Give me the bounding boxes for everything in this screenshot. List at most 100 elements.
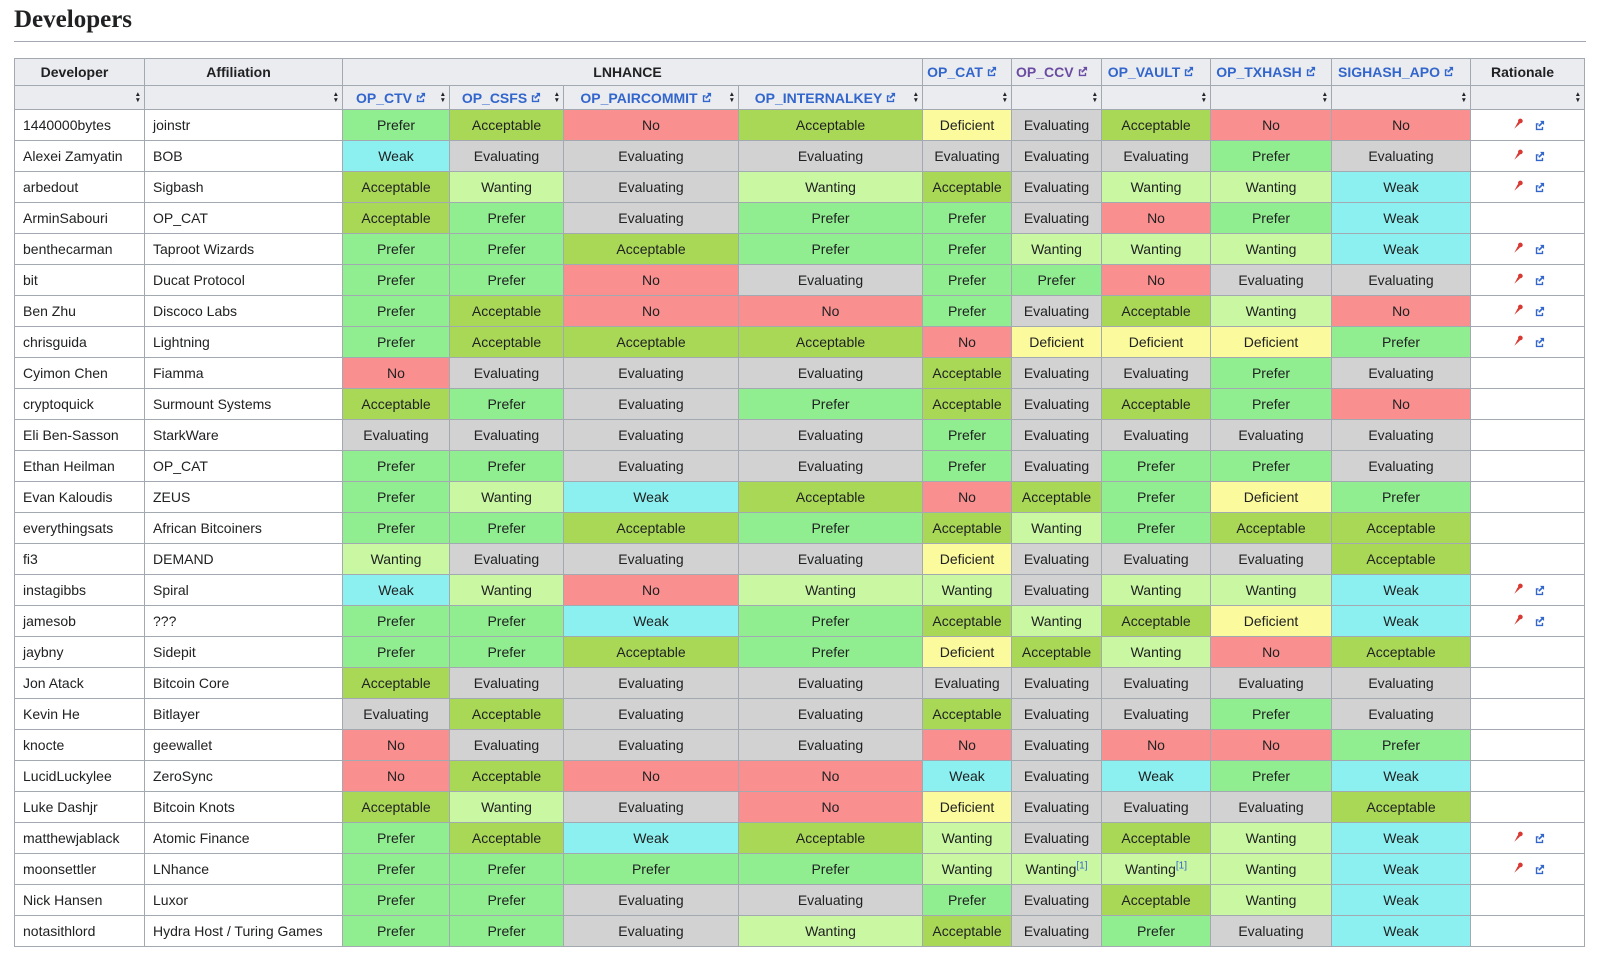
rationale-external-link[interactable] bbox=[1531, 149, 1545, 165]
sort-header-developer[interactable] bbox=[14, 85, 145, 110]
status-cell-op_internalkey: No bbox=[737, 791, 924, 823]
pin-link[interactable] bbox=[1511, 335, 1525, 351]
status-cell-op_paircommit: Evaluating bbox=[563, 698, 739, 730]
status-cell-op_txhash: Wanting bbox=[1210, 574, 1333, 606]
status-cell-op_vault: Wanting[1] bbox=[1101, 853, 1212, 885]
sort-header-affiliation[interactable] bbox=[144, 85, 343, 110]
rationale-external-link[interactable] bbox=[1531, 304, 1545, 320]
footnote-link[interactable]: [1] bbox=[1175, 860, 1187, 872]
status-cell-op_cat: Deficient bbox=[922, 791, 1013, 823]
status-cell-op_vault: Acceptable bbox=[1101, 884, 1212, 916]
status-cell-op_ctv: Prefer bbox=[342, 512, 450, 544]
developer-cell: everythingsats bbox=[14, 512, 145, 544]
sort-header-op_vault[interactable] bbox=[1101, 85, 1212, 110]
pin-link[interactable] bbox=[1511, 118, 1525, 134]
status-cell-sighash_apo: No bbox=[1331, 109, 1472, 141]
status-cell-op_csfs: Evaluating bbox=[449, 140, 564, 172]
sort-icon bbox=[1575, 92, 1581, 104]
op_internalkey-link[interactable]: OP_INTERNALKEY bbox=[755, 90, 897, 106]
rationale-external-link[interactable] bbox=[1531, 242, 1545, 258]
op_ctv-link[interactable]: OP_CTV bbox=[356, 90, 426, 106]
table-row: LucidLuckylee ZeroSync No Acceptable No No Wea… bbox=[14, 760, 1586, 792]
pin-link[interactable] bbox=[1511, 180, 1525, 196]
status-cell-op_vault: Prefer bbox=[1101, 450, 1212, 482]
developer-cell: Nick Hansen bbox=[14, 884, 145, 916]
pin-link[interactable] bbox=[1511, 583, 1525, 599]
pin-link[interactable] bbox=[1511, 614, 1525, 630]
status-cell-op_paircommit: Weak bbox=[563, 605, 739, 637]
pin-link[interactable] bbox=[1511, 242, 1525, 258]
sort-header-op_ctv[interactable]: OP_CTV bbox=[342, 85, 450, 110]
rationale-external-link[interactable] bbox=[1531, 273, 1545, 289]
status-cell-op_ccv: Evaluating bbox=[1011, 791, 1103, 823]
status-cell-op_paircommit: Evaluating bbox=[563, 419, 739, 451]
status-cell-op_ccv: Evaluating bbox=[1011, 760, 1103, 792]
rationale-external-link[interactable] bbox=[1531, 118, 1545, 134]
rationale-external-link[interactable] bbox=[1531, 335, 1545, 351]
status-cell-op_ctv: Acceptable bbox=[342, 171, 450, 203]
pin-link[interactable] bbox=[1511, 304, 1525, 320]
table-row: Nick Hansen Luxor Prefer Prefer Evaluating Ev… bbox=[14, 884, 1586, 916]
sort-header-op_txhash[interactable] bbox=[1210, 85, 1333, 110]
pin-link[interactable] bbox=[1511, 862, 1525, 878]
status-cell-op_internalkey: Evaluating bbox=[737, 140, 924, 172]
sort-header-op_ccv[interactable] bbox=[1011, 85, 1103, 110]
status-cell-op_paircommit: No bbox=[563, 109, 739, 141]
pin-link[interactable] bbox=[1511, 273, 1525, 289]
status-cell-op_cat: Deficient bbox=[922, 543, 1013, 575]
footnote-link[interactable]: [1] bbox=[1076, 860, 1088, 872]
status-cell-op_ctv: Wanting bbox=[342, 543, 450, 575]
col-header-op_ccv: OP_CCV bbox=[1011, 58, 1103, 86]
op_csfs-link[interactable]: OP_CSFS bbox=[462, 90, 541, 106]
status-cell-op_cat: Acceptable bbox=[922, 915, 1013, 947]
sort-header-op_cat[interactable] bbox=[922, 85, 1013, 110]
developer-cell: Cyimon Chen bbox=[14, 357, 145, 389]
sort-header-op_paircommit[interactable]: OP_PAIRCOMMIT bbox=[563, 85, 739, 110]
status-cell-op_vault: Acceptable bbox=[1101, 822, 1212, 854]
status-cell-op_ctv: Acceptable bbox=[342, 202, 450, 234]
status-cell-op_vault: Evaluating bbox=[1101, 357, 1212, 389]
rationale-external-link[interactable] bbox=[1531, 831, 1545, 847]
table-header: Developer Affiliation LNHANCE OP_CAT OP_CCV O… bbox=[14, 58, 1586, 110]
pin-link[interactable] bbox=[1511, 149, 1525, 165]
rationale-external-link[interactable] bbox=[1531, 180, 1545, 196]
status-cell-op_paircommit: Evaluating bbox=[563, 388, 739, 420]
status-cell-op_internalkey: Wanting bbox=[737, 171, 924, 203]
external-link-icon bbox=[1535, 151, 1544, 161]
rationale-cell bbox=[1470, 574, 1586, 606]
pin-link[interactable] bbox=[1511, 831, 1525, 847]
rationale-external-link[interactable] bbox=[1531, 614, 1545, 630]
table-row: ArminSabouri OP_CAT Acceptable Prefer Evalua… bbox=[14, 202, 1586, 234]
status-cell-op_cat: Prefer bbox=[922, 419, 1013, 451]
sighash_apo-link[interactable]: SIGHASH_APO bbox=[1338, 64, 1454, 80]
op_txhash-link[interactable]: OP_TXHASH bbox=[1216, 64, 1316, 80]
op_paircommit-link[interactable]: OP_PAIRCOMMIT bbox=[580, 90, 711, 106]
status-cell-op_ccv: Evaluating bbox=[1011, 419, 1103, 451]
affiliation-cell: Bitcoin Core bbox=[144, 667, 343, 699]
rationale-external-link[interactable] bbox=[1531, 862, 1545, 878]
status-cell-op_cat: Evaluating bbox=[922, 140, 1013, 172]
op_ccv-link[interactable]: OP_CCV bbox=[1016, 64, 1088, 80]
status-cell-op_paircommit: Weak bbox=[563, 822, 739, 854]
rationale-external-link[interactable] bbox=[1531, 583, 1545, 599]
status-cell-op_paircommit: Evaluating bbox=[563, 140, 739, 172]
developer-cell: bit bbox=[14, 264, 145, 296]
op_cat-link[interactable]: OP_CAT bbox=[927, 64, 997, 80]
status-cell-sighash_apo: Evaluating bbox=[1331, 450, 1472, 482]
sort-header-sighash_apo[interactable] bbox=[1331, 85, 1472, 110]
sort-header-op_csfs[interactable]: OP_CSFS bbox=[449, 85, 564, 110]
developer-cell: knocte bbox=[14, 729, 145, 761]
affiliation-cell: Bitcoin Knots bbox=[144, 791, 343, 823]
sort-header-rationale[interactable] bbox=[1470, 85, 1586, 110]
status-cell-op_txhash: Deficient bbox=[1210, 605, 1333, 637]
status-cell-op_internalkey: Prefer bbox=[737, 512, 924, 544]
status-cell-op_vault: Acceptable bbox=[1101, 605, 1212, 637]
external-link-icon bbox=[416, 92, 426, 102]
op_vault-link[interactable]: OP_VAULT bbox=[1108, 64, 1195, 80]
status-cell-op_ccv: Evaluating bbox=[1011, 729, 1103, 761]
affiliation-cell: Sidepit bbox=[144, 636, 343, 668]
sort-header-op_internalkey[interactable]: OP_INTERNALKEY bbox=[737, 85, 924, 110]
status-cell-op_ctv: No bbox=[342, 760, 450, 792]
external-link-icon bbox=[1444, 66, 1454, 77]
